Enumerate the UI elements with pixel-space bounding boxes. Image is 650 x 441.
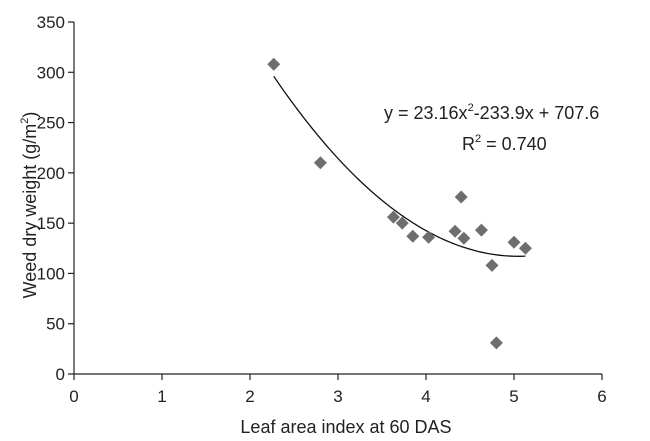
x-tick-label: 2 xyxy=(245,387,254,406)
data-point xyxy=(507,235,521,249)
y-axis-title: Weed dry weight (g/m2) xyxy=(19,112,40,299)
r-squared-label: R2 = 0.740 xyxy=(462,133,547,154)
y-tick-label: 150 xyxy=(37,214,65,233)
x-axis-title: Leaf area index at 60 DAS xyxy=(240,417,451,437)
y-tick-label: 350 xyxy=(37,13,65,32)
ticks: 0 1 2 3 4 5 6 0 50 100 150 200 250 300 350 xyxy=(37,13,607,406)
y-tick-label: 0 xyxy=(56,365,65,384)
x-tick-label: 1 xyxy=(157,387,166,406)
data-point xyxy=(448,224,462,238)
data-point xyxy=(395,216,409,230)
x-tick-label: 5 xyxy=(509,387,518,406)
x-tick-label: 6 xyxy=(597,387,606,406)
data-point xyxy=(457,231,471,245)
x-tick-label: 3 xyxy=(333,387,342,406)
data-point xyxy=(485,258,499,272)
trendline xyxy=(273,75,526,257)
data-point xyxy=(313,156,327,170)
axes xyxy=(73,22,602,375)
data-point xyxy=(474,223,488,237)
data-point xyxy=(518,241,532,255)
y-tick-label: 50 xyxy=(46,315,65,334)
data-point xyxy=(454,190,468,204)
y-tick-label: 300 xyxy=(37,63,65,82)
data-point xyxy=(489,336,503,350)
y-tick-label: 250 xyxy=(37,114,65,133)
x-tick-label: 4 xyxy=(421,387,430,406)
data-point xyxy=(267,57,281,71)
data-points xyxy=(267,57,532,350)
equation-label: y = 23.16x2-233.9x + 707.6 xyxy=(384,102,599,123)
x-tick-label: 0 xyxy=(69,387,78,406)
y-tick-label: 100 xyxy=(37,264,65,283)
data-point xyxy=(422,230,436,244)
data-point xyxy=(406,229,420,243)
trendline-group xyxy=(273,75,526,257)
data-point xyxy=(386,210,400,224)
y-tick-label: 200 xyxy=(37,164,65,183)
